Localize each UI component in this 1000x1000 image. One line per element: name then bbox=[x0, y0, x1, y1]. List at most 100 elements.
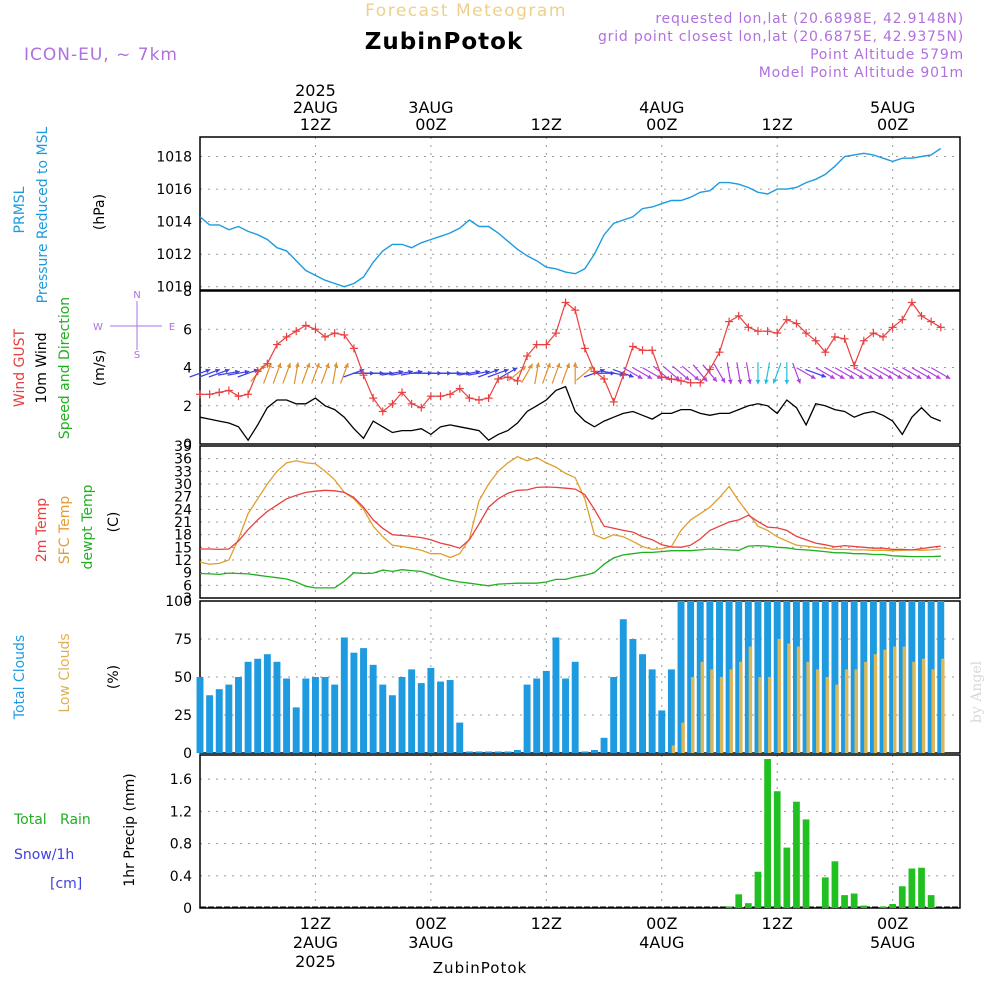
wind-gust-point bbox=[234, 392, 243, 401]
temp-ytick-6: 21 bbox=[174, 515, 192, 531]
total-cloud-bar bbox=[437, 681, 444, 753]
low-cloud-bar bbox=[796, 646, 801, 753]
temp-ytick-5: 18 bbox=[174, 528, 192, 544]
wind-arrow-head bbox=[503, 368, 509, 374]
chart-title: Forecast Meteogram bbox=[365, 1, 567, 21]
top-tick-label-3-0: 4AUG bbox=[639, 98, 684, 117]
wind-arrow bbox=[551, 362, 561, 384]
total-cloud-bar bbox=[735, 601, 743, 753]
wind-ytick-0: 0 bbox=[183, 437, 192, 453]
wind-gust-point bbox=[677, 376, 686, 385]
wind-gust-point bbox=[869, 329, 878, 338]
bottom-tick-label-1-1: 3AUG bbox=[408, 933, 453, 952]
low-cloud-bar bbox=[902, 646, 907, 753]
total-cloud-bar bbox=[360, 648, 368, 753]
wind-arrow-head bbox=[485, 369, 490, 375]
wind-arrow-head bbox=[858, 374, 864, 379]
wind-arrow bbox=[199, 368, 221, 378]
total-cloud-bar bbox=[629, 639, 637, 753]
wind-arrow-head bbox=[215, 368, 220, 374]
pressure-msl-label: Pressure Reduced to MSL bbox=[35, 126, 51, 303]
wind-gust-point bbox=[888, 323, 897, 332]
sfc-temp-line bbox=[199, 455, 941, 565]
location-title: ZubinPotok bbox=[365, 29, 524, 55]
snow-unit-label: [cm] bbox=[50, 876, 82, 892]
rain-bar bbox=[908, 868, 916, 908]
temp-ytick-7: 24 bbox=[174, 502, 192, 518]
low-clouds-label: Low Clouds bbox=[57, 633, 73, 712]
wind-gust-point bbox=[253, 367, 262, 376]
wind-arrow-head bbox=[887, 374, 893, 379]
wind-arrow bbox=[755, 362, 761, 385]
top-tick-label-2-0: 12Z bbox=[531, 115, 562, 134]
wind-gust-point bbox=[378, 407, 387, 416]
wind-arrow-head bbox=[674, 375, 680, 381]
wind-gust-point bbox=[648, 346, 657, 355]
total-cloud-bar bbox=[754, 601, 762, 753]
rain-bar bbox=[773, 791, 781, 908]
wind-arrow bbox=[681, 365, 700, 381]
low-cloud-bar bbox=[690, 677, 695, 753]
total-cloud-bar bbox=[340, 637, 348, 753]
total-cloud-bar bbox=[898, 601, 906, 753]
total-cloud-bar bbox=[456, 722, 464, 753]
wind-arrow-head bbox=[829, 374, 835, 379]
low-cloud-bar bbox=[806, 661, 810, 753]
total-cloud-bar bbox=[369, 664, 377, 753]
wind-arrow bbox=[726, 362, 733, 385]
wind-arrow bbox=[478, 368, 500, 378]
rain-bar bbox=[918, 867, 925, 908]
wind-arrow-head bbox=[205, 368, 211, 374]
pressure-panel: 1010 1012 1014 1016 1018 bbox=[156, 136, 961, 296]
wind-arrow bbox=[301, 362, 311, 384]
rain-bar bbox=[802, 819, 810, 908]
wind-arrow-head bbox=[868, 374, 874, 379]
low-cloud-bar bbox=[864, 661, 868, 753]
low-cloud-bar bbox=[816, 669, 820, 753]
wind-gust-point bbox=[907, 298, 916, 307]
wind-arrow bbox=[311, 362, 320, 384]
footer-location: ZubinPotok bbox=[433, 959, 527, 977]
wind-speed-line bbox=[199, 385, 942, 442]
total-cloud-bar bbox=[263, 654, 271, 753]
wind-gust-point bbox=[330, 329, 339, 338]
prmsl-label: PRMSL bbox=[12, 186, 28, 233]
total-cloud-bar bbox=[292, 707, 300, 753]
wind-arrow bbox=[792, 362, 801, 384]
top-tick-label-0-2: 12Z bbox=[300, 115, 331, 134]
total-cloud-bar bbox=[696, 601, 704, 753]
total-cloud-bar bbox=[379, 684, 387, 753]
precip-frame bbox=[199, 754, 961, 909]
total-cloud-bar bbox=[792, 601, 800, 753]
wind-gust-line bbox=[200, 301, 942, 413]
wind-arrow bbox=[772, 362, 782, 384]
wind-arrow bbox=[561, 362, 571, 384]
temp-ytick-4: 15 bbox=[174, 540, 192, 556]
wind-arrow-head bbox=[694, 375, 700, 381]
wind-gust-point bbox=[551, 329, 560, 338]
temp-ytick-12: 39 bbox=[174, 439, 192, 455]
total-cloud-bar bbox=[542, 670, 550, 753]
rain-bar bbox=[841, 895, 848, 908]
wind-direction-label: Speed and Direction bbox=[57, 297, 73, 439]
wind-arrow-head bbox=[555, 362, 561, 368]
wind-arrow bbox=[672, 365, 690, 381]
total-cloud-bar bbox=[812, 601, 820, 753]
wind-arrow bbox=[882, 367, 903, 380]
low-cloud-bar bbox=[931, 669, 935, 753]
wind-arrow bbox=[863, 367, 884, 380]
wind-arrow-head bbox=[599, 368, 605, 374]
wind-gust-point bbox=[215, 388, 224, 397]
wind-panel: 0 2 4 6 8 bbox=[183, 284, 961, 453]
wind-arrow-head bbox=[325, 362, 330, 368]
wind-gust-point bbox=[446, 390, 455, 399]
wind-arrow-head bbox=[512, 367, 518, 373]
temp-ytick-3: 12 bbox=[174, 553, 192, 569]
wind-gust-point bbox=[205, 390, 214, 399]
wind-arrow bbox=[902, 367, 922, 380]
wind-gust-point bbox=[600, 374, 609, 383]
top-tick-label-4-0: 12Z bbox=[762, 115, 793, 134]
wind-gust-point bbox=[417, 403, 426, 412]
compass-s: S bbox=[134, 350, 140, 361]
model-altitude: Model Point Altitude 901m bbox=[759, 65, 964, 81]
